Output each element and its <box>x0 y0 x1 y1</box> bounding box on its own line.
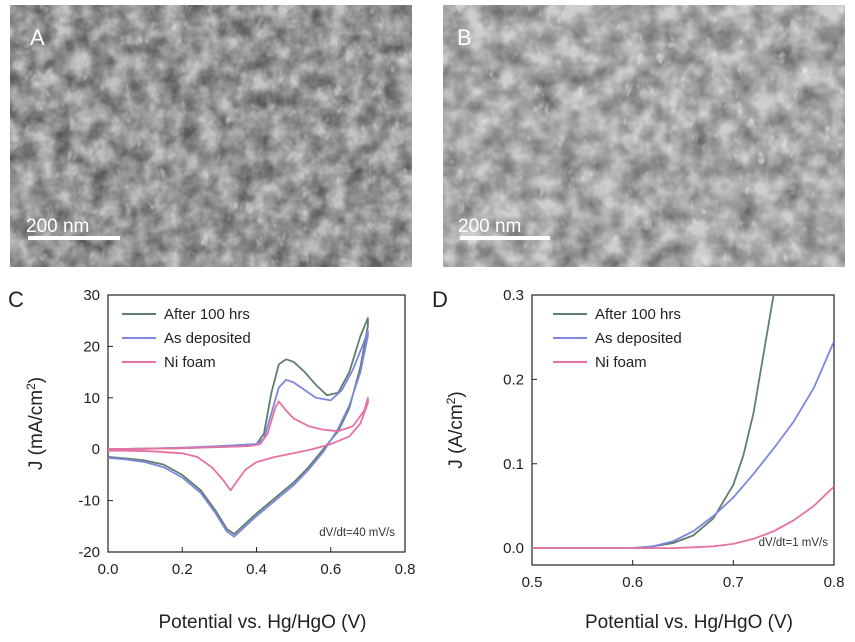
sem-image-a: A 200 nm <box>10 5 412 267</box>
x-tick-label: 0.6 <box>622 574 643 591</box>
series-line <box>532 341 834 549</box>
x-tick-label: 0.2 <box>172 561 193 578</box>
y-tick-label: 20 <box>83 338 100 355</box>
y-tick-label: 0.1 <box>503 456 524 473</box>
legend-entry: Ni foam <box>164 354 216 371</box>
y-tick-label: 0.2 <box>503 371 524 388</box>
x-axis-label: Potential vs. Hg/HgO (V) <box>585 612 793 633</box>
y-tick-label: 10 <box>83 390 100 407</box>
y-tick-label: -10 <box>78 493 100 510</box>
x-tick-label: 0.5 <box>522 574 543 591</box>
legend-entry: As deposited <box>164 330 251 347</box>
image-b-label: B <box>457 25 472 50</box>
panel-label: C <box>8 287 24 312</box>
scan-rate-annotation: dV/dt=1 mV/s <box>759 537 829 549</box>
series-line <box>108 317 369 535</box>
series-line <box>108 330 369 538</box>
x-tick-label: 0.8 <box>824 574 845 591</box>
series-line <box>108 396 369 492</box>
plot-frame <box>531 294 835 566</box>
y-axis-label: J (A/cm2) <box>444 391 467 468</box>
scan-rate-annotation: dV/dt=40 mV/s <box>319 527 395 539</box>
x-tick-label: 0.4 <box>246 561 267 578</box>
y-tick-label: 0.3 <box>503 287 524 304</box>
x-tick-label: 0.6 <box>320 561 341 578</box>
legend-entry: As deposited <box>595 330 682 347</box>
x-tick-label: 0.8 <box>395 561 416 578</box>
y-tick-label: 0.0 <box>503 540 524 557</box>
sem-image-b: B 200 nm <box>443 5 845 267</box>
series-line <box>532 485 834 549</box>
x-tick-label: 0.7 <box>723 574 744 591</box>
x-axis-label: Potential vs. Hg/HgO (V) <box>158 612 366 633</box>
y-tick-label: -20 <box>78 544 100 561</box>
chart-c: 0.0 0.2 0.4 0.6 0.8 -20 -10 0 10 20 30 Potential vs… <box>8 287 415 633</box>
panel-label: D <box>432 287 448 312</box>
y-tick-label: 30 <box>83 287 100 304</box>
chart-d: 0.5 0.6 0.7 0.8 0.0 0.1 0.2 0.3 Potential vs. Hg… <box>432 287 844 633</box>
x-tick-label: 0.0 <box>98 561 119 578</box>
legend-entry: After 100 hrs <box>164 306 250 323</box>
scale-bar-b-label: 200 nm <box>458 216 521 237</box>
legend-entry: Ni foam <box>595 354 647 371</box>
legend-entry: After 100 hrs <box>595 306 681 323</box>
y-axis-label: J (mA/cm2) <box>24 377 47 470</box>
y-tick-label: 0 <box>92 441 100 458</box>
image-a-label: A <box>30 25 45 50</box>
scale-bar-a-label: 200 nm <box>26 216 89 237</box>
